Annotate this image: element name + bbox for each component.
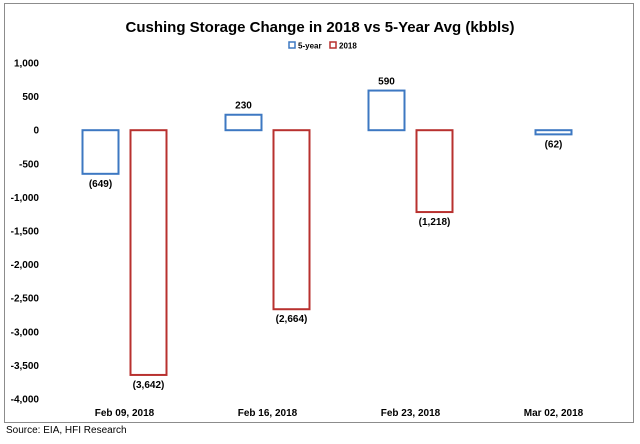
legend-label-2018: 2018 [339,42,357,51]
y-tick-label: -1,500 [11,227,40,238]
legend-swatch-2018 [329,41,337,49]
data-label-5-year-1: (649) [89,179,112,190]
data-label-5-year-4: (62) [545,139,563,150]
x-tick-label: Feb 23, 2018 [381,408,441,419]
chart-frame: Cushing Storage Change in 2018 vs 5-Year… [4,3,634,423]
bar-2018-3 [415,129,454,214]
bar-2018-1 [129,129,168,376]
source-note: Source: EIA, HFI Research [6,425,127,436]
data-label-5-year-2: 230 [235,101,252,112]
x-tick-label: Feb 09, 2018 [95,408,155,419]
data-labels: (649) (3,642) 230 (2,664) 590 (1,218) (62) [89,77,563,391]
x-axis: Feb 09, 2018 Feb 16, 2018 Feb 23, 2018 Mar … [95,408,584,419]
y-tick-label: 1,000 [14,59,39,70]
chart-title: Cushing Storage Change in 2018 vs 5-Year… [126,19,515,36]
y-tick-label: -3,000 [11,327,40,338]
bar-5-year-1 [81,129,120,175]
x-tick-label: Mar 02, 2018 [524,408,584,419]
data-label-2018-1: (3,642) [133,380,165,391]
data-label-5-year-3: 590 [378,77,395,88]
legend-swatch-5-year [288,41,296,49]
y-tick-label: -2,500 [11,294,40,305]
y-tick-label: -4,000 [11,395,40,406]
data-label-2018-2: (2,664) [276,314,308,325]
y-tick-label: -500 [19,159,39,170]
bar-2018-2 [272,129,311,311]
y-tick-label: -1,000 [11,193,40,204]
y-axis: 1,000 500 0 -500 -1,000 -1,500 -2,000 -2,500 -3,… [11,59,40,406]
y-tick-label: 500 [22,92,39,103]
legend-label-5-year: 5-year [298,42,322,51]
bar-5-year-4 [534,129,573,136]
y-tick-label: -2,000 [11,260,40,271]
chart: Cushing Storage Change in 2018 vs 5-Year… [11,19,584,419]
bar-5-year-3 [367,89,406,132]
x-tick-label: Feb 16, 2018 [238,408,298,419]
y-tick-label: -3,500 [11,361,40,372]
bar-5-year-2 [224,113,263,132]
legend: 5-year 2018 [288,41,357,51]
y-tick-label: 0 [33,126,39,137]
bars [81,89,573,376]
data-label-2018-3: (1,218) [419,217,451,228]
